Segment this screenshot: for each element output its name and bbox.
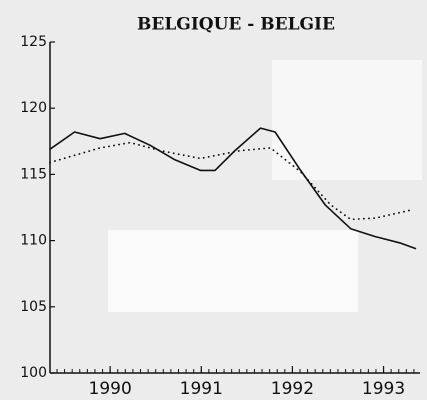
x-tick-label: 1993	[362, 379, 405, 399]
x-tick-label: 1992	[271, 379, 314, 399]
patch	[108, 230, 358, 312]
series-line	[49, 127, 417, 250]
patch	[272, 60, 422, 180]
y-tick-label: 105	[20, 299, 47, 315]
y-tick-label: 110	[20, 233, 47, 249]
chart-title: BELGIQUE - BELGIE	[137, 15, 335, 35]
x-tick-label: 1990	[89, 379, 132, 399]
x-tick-label: 1991	[180, 379, 223, 399]
y-tick-label: 100	[20, 365, 47, 381]
y-tick-label: 115	[20, 166, 47, 182]
y-tick-label: 120	[20, 100, 47, 116]
y-tick-label: 125	[20, 34, 47, 50]
